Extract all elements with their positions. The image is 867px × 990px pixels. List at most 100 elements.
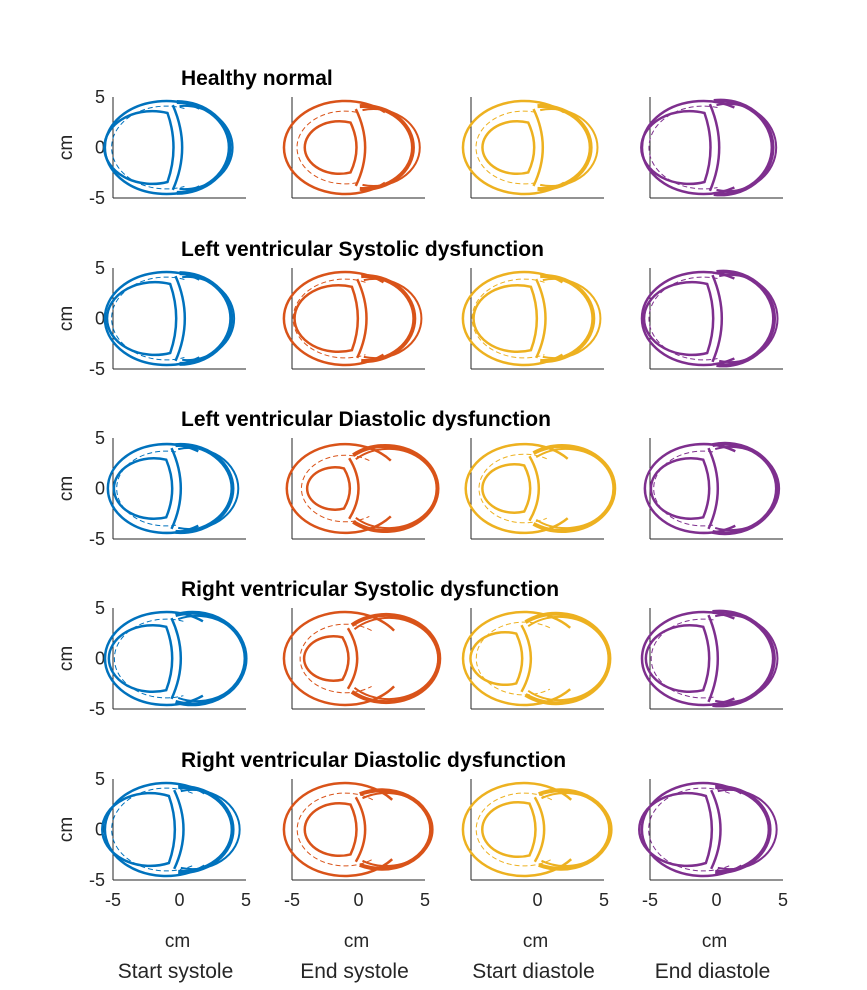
rv-free-wall xyxy=(350,612,442,705)
lv-outer-wall xyxy=(282,270,385,367)
lv-cavity-contour xyxy=(469,630,524,687)
lv-cavity-contour xyxy=(302,635,350,682)
x-tick-label: 0 xyxy=(174,890,184,910)
row-title: Right ventricular Diastolic dysfunction xyxy=(181,749,566,772)
lv-outer-wall xyxy=(643,442,736,535)
y-tick-label: 5 xyxy=(95,598,105,618)
lv-cavity-contour xyxy=(107,624,174,693)
rv-free-wall xyxy=(716,269,777,368)
septum-wall xyxy=(354,108,367,187)
lv-outer-wall xyxy=(640,99,735,196)
lv-outer-wall xyxy=(106,442,199,535)
lv-midwall xyxy=(648,105,718,190)
y-axis-label: cm xyxy=(56,306,77,331)
rv-inner-wall xyxy=(362,792,434,867)
lv-outer-wall xyxy=(461,781,573,878)
lv-cavity-contour xyxy=(640,109,712,186)
x-axis-label: cm xyxy=(344,931,369,952)
y-tick-label: -5 xyxy=(89,359,105,379)
y-axis-label: cm xyxy=(56,135,77,160)
lv-outer-wall xyxy=(103,781,206,878)
rv-free-wall xyxy=(175,442,235,535)
septum-wall xyxy=(711,274,724,363)
lv-cavity-contour xyxy=(101,791,177,868)
septum-wall xyxy=(174,275,187,362)
rv-free-wall xyxy=(712,441,779,536)
x-axis-label: cm xyxy=(165,931,190,952)
x-axis-label: cm xyxy=(523,931,548,952)
lv-cavity-contour xyxy=(481,463,532,514)
lv-midwall xyxy=(648,787,730,872)
septum-wall xyxy=(707,447,720,530)
lv-cavity-contour xyxy=(293,284,360,353)
rv-inner-wall xyxy=(535,447,616,530)
rv-inner-wall xyxy=(540,108,599,187)
lv-midwall xyxy=(648,276,718,361)
septum-wall xyxy=(520,624,532,693)
lv-midwall xyxy=(116,450,177,527)
lv-outer-wall xyxy=(282,781,394,878)
lv-cavity-contour xyxy=(649,456,711,521)
lv-outer-wall xyxy=(640,270,735,367)
x-tick-label: 0 xyxy=(532,890,542,910)
lv-outer-wall xyxy=(464,442,569,535)
septum-wall xyxy=(533,796,546,863)
rv-inner-wall xyxy=(182,275,236,362)
lv-cavity-contour xyxy=(305,466,352,511)
rv-inner-wall xyxy=(714,445,781,532)
septum-wall xyxy=(173,789,185,870)
lv-midwall xyxy=(296,110,357,185)
y-tick-label: -5 xyxy=(89,870,105,890)
septum-wall xyxy=(170,447,183,530)
row-title: Left ventricular Diastolic dysfunction xyxy=(181,408,551,431)
y-tick-label: 0 xyxy=(95,309,105,329)
lv-midwall xyxy=(475,110,536,185)
rv-inner-wall xyxy=(177,446,240,531)
y-axis-label: cm xyxy=(56,476,77,501)
rv-inner-wall xyxy=(180,788,241,871)
lv-cavity-contour xyxy=(644,624,711,693)
row-title: Right ventricular Systolic dysfunction xyxy=(181,578,559,601)
septum-wall xyxy=(170,617,183,700)
lv-midwall xyxy=(111,787,193,872)
column-label: End systole xyxy=(300,960,409,983)
lv-cavity-contour xyxy=(103,109,175,186)
x-axis-label: cm xyxy=(702,931,727,952)
septum-wall xyxy=(528,455,540,522)
rv-inner-wall xyxy=(542,277,602,360)
y-tick-label: 5 xyxy=(95,428,105,448)
lv-cavity-contour xyxy=(105,280,178,357)
lv-outer-wall xyxy=(282,99,386,196)
column-label: Start systole xyxy=(118,960,234,983)
y-tick-label: -5 xyxy=(89,188,105,208)
column-label: Start diastole xyxy=(472,960,595,983)
x-tick-label: -5 xyxy=(105,890,121,910)
lv-midwall xyxy=(478,453,547,524)
y-tick-label: 0 xyxy=(95,479,105,499)
rv-free-wall xyxy=(538,788,613,871)
y-tick-label: -5 xyxy=(89,699,105,719)
x-tick-label: 5 xyxy=(778,890,788,910)
column-label: End diastole xyxy=(655,960,771,983)
septum-wall xyxy=(708,103,721,192)
row-title: Left ventricular Systolic dysfunction xyxy=(181,238,544,261)
septum-wall xyxy=(535,278,547,359)
lv-midwall xyxy=(292,278,366,359)
septum-wall xyxy=(171,104,184,191)
x-tick-label: 0 xyxy=(353,890,363,910)
lv-outer-wall xyxy=(461,610,572,707)
y-axis-label: cm xyxy=(56,646,77,671)
lv-outer-wall xyxy=(640,610,735,707)
lv-cavity-contour xyxy=(472,284,539,353)
lv-outer-wall xyxy=(461,270,564,367)
y-tick-label: 5 xyxy=(95,87,105,107)
lv-midwall xyxy=(299,623,372,694)
y-tick-label: 5 xyxy=(95,258,105,278)
lv-cavity-contour xyxy=(303,801,358,858)
x-tick-label: -5 xyxy=(642,890,658,910)
lv-outer-wall xyxy=(461,99,565,196)
septum-wall xyxy=(348,457,360,520)
lv-outer-wall xyxy=(640,781,743,878)
septum-wall xyxy=(356,278,368,359)
lv-cavity-contour xyxy=(112,456,174,521)
